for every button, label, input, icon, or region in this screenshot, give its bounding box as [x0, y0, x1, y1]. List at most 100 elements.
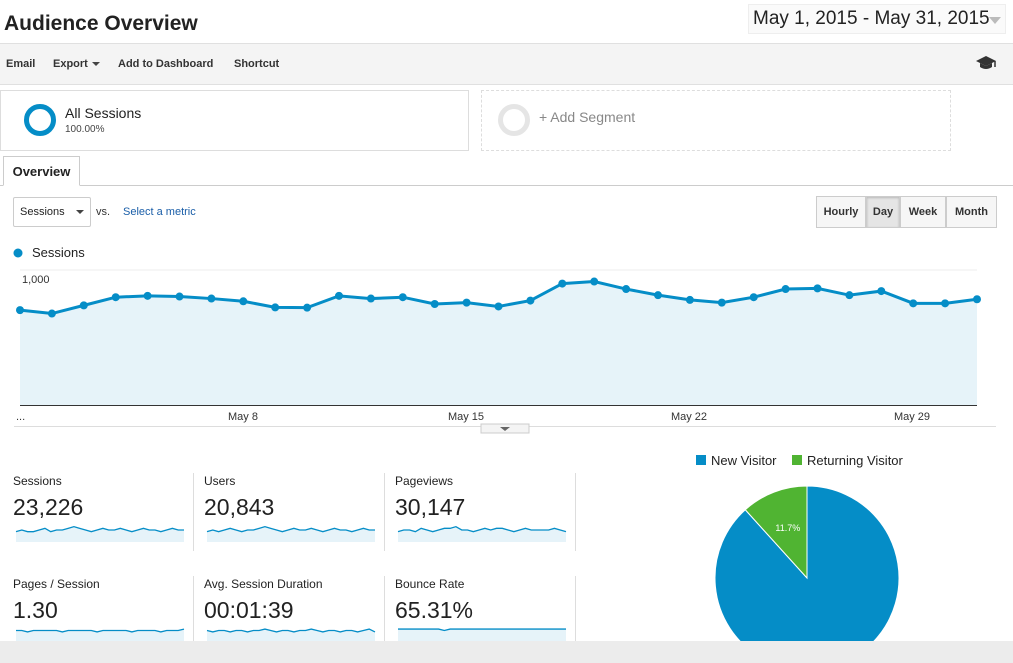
kpi-label: Sessions: [13, 474, 62, 488]
data-point-22[interactable]: [685, 295, 694, 304]
data-point-4[interactable]: [111, 293, 120, 302]
kpi-separator: [575, 576, 576, 646]
x-tick-label: ...: [16, 411, 25, 423]
legend-swatch-new: [696, 455, 706, 465]
data-point-21[interactable]: [654, 291, 662, 300]
data-point-12[interactable]: [366, 294, 375, 303]
date-range-label: May 1, 2015 - May 31, 2015: [753, 8, 990, 29]
data-point-14[interactable]: [430, 300, 439, 308]
metric-dropdown[interactable]: Sessions: [13, 197, 91, 227]
kpi-sparkline: [16, 628, 185, 641]
page-title: Audience Overview: [4, 12, 198, 35]
kpi-separator: [193, 576, 194, 646]
chevron-down-icon: [500, 427, 510, 431]
week-button[interactable]: Week: [900, 196, 946, 228]
kpi-label: Pageviews: [395, 474, 454, 488]
data-point-26[interactable]: [813, 284, 822, 293]
data-point-19[interactable]: [590, 277, 599, 286]
graduation-cap-icon[interactable]: [975, 54, 997, 72]
y-tick-label: 1,000: [22, 274, 50, 286]
data-point-10[interactable]: [303, 303, 312, 312]
select-metric-link[interactable]: Select a metric: [123, 206, 196, 218]
sessions-line-chart: Sessions 1,000 500 ... May 8 May 15 May …: [13, 245, 996, 434]
sparkline-area: [398, 629, 566, 641]
data-point-2[interactable]: [47, 309, 56, 318]
sparkline-line: [206, 628, 376, 633]
data-point-28[interactable]: [877, 287, 886, 296]
data-point-31[interactable]: [973, 295, 981, 304]
sparkline-line: [397, 525, 567, 533]
email-button[interactable]: Email: [6, 58, 36, 70]
kpi-label: Pages / Session: [13, 577, 100, 591]
kpi-label: Bounce Rate: [395, 577, 465, 591]
data-point-20[interactable]: [622, 285, 631, 294]
kpi-sparkline: [397, 525, 567, 542]
add-segment-button[interactable]: + Add Segment: [481, 90, 951, 151]
sessions-points: [16, 277, 981, 318]
kpi-value: 23,226: [13, 494, 84, 520]
data-point-16[interactable]: [494, 302, 503, 311]
data-point-29[interactable]: [909, 299, 918, 308]
shortcut-button[interactable]: Shortcut: [234, 58, 280, 70]
kpi-separator: [384, 473, 385, 551]
x-tick-label: May 29: [894, 411, 930, 423]
data-point-30[interactable]: [941, 299, 950, 308]
kpi-sparkline: [398, 628, 566, 641]
export-label: Export: [53, 58, 88, 70]
sparkline-line: [206, 525, 375, 533]
sessions-area: [20, 281, 977, 405]
data-point-1[interactable]: [16, 306, 24, 315]
kpi-separator: [384, 576, 385, 646]
visitor-pie-chart: 11.7%: [714, 485, 900, 641]
empty-segment-icon: [498, 104, 530, 136]
pie-slice-returning-visitor[interactable]: [744, 485, 808, 580]
segment-all-sessions[interactable]: All Sessions 100.00%: [0, 90, 469, 151]
kpi-sparkline: [206, 525, 375, 542]
sparkline-area: [398, 526, 566, 542]
legend-label-sessions: Sessions: [32, 245, 85, 260]
data-point-9[interactable]: [271, 303, 280, 312]
pie-data-label: 11.7%: [775, 523, 800, 533]
data-point-8[interactable]: [239, 297, 248, 306]
data-point-7[interactable]: [207, 294, 216, 303]
footer-bar: [0, 641, 1013, 663]
add-segment-label: + Add Segment: [539, 109, 636, 125]
chevron-down-icon: [989, 17, 1001, 24]
sparkline-area: [16, 629, 184, 641]
export-button[interactable]: Export: [53, 58, 100, 70]
data-point-6[interactable]: [175, 292, 184, 301]
kpi-value: 65.31%: [395, 597, 474, 623]
month-button[interactable]: Month: [946, 196, 997, 228]
data-point-24[interactable]: [749, 293, 758, 302]
kpi-sparkline: [15, 525, 184, 542]
data-point-5[interactable]: [143, 291, 152, 300]
data-point-25[interactable]: [781, 285, 790, 294]
legend-marker: [13, 248, 23, 258]
segment-percent: 100.00%: [65, 124, 105, 135]
sparkline-line: [398, 628, 566, 632]
tab-divider: [0, 185, 1013, 186]
kpi-label: Avg. Session Duration: [204, 577, 323, 591]
kpi-sparkline: [206, 628, 376, 641]
data-point-27[interactable]: [845, 291, 854, 300]
date-range-picker[interactable]: May 1, 2015 - May 31, 2015: [748, 4, 1006, 34]
hourly-button[interactable]: Hourly: [816, 196, 866, 228]
data-point-18[interactable]: [558, 279, 567, 288]
report-toolbar: Email Export Add to Dashboard Shortcut: [0, 43, 1013, 85]
kpi-value: 20,843: [204, 494, 275, 520]
data-point-17[interactable]: [526, 296, 535, 305]
x-tick-label: May 22: [671, 411, 707, 423]
data-point-23[interactable]: [717, 298, 726, 307]
kpi-value: 30,147: [395, 494, 466, 520]
legend-label-returning-visitor: Returning Visitor: [807, 453, 903, 468]
tab-overview[interactable]: Overview: [3, 156, 80, 186]
day-button[interactable]: Day: [866, 196, 900, 228]
add-to-dashboard-button[interactable]: Add to Dashboard: [118, 58, 214, 70]
data-point-13[interactable]: [398, 293, 407, 302]
legend-swatch-returning: [792, 455, 802, 465]
x-tick-label: May 15: [448, 411, 484, 423]
chevron-down-icon: [91, 62, 100, 67]
data-point-3[interactable]: [79, 301, 88, 310]
data-point-11[interactable]: [335, 291, 343, 300]
data-point-15[interactable]: [462, 298, 471, 307]
